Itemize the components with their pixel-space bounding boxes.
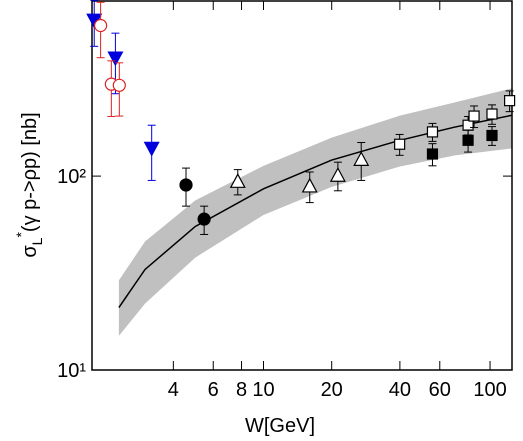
model-curve	[118, 114, 513, 308]
y-label-sup: *	[13, 232, 29, 238]
data-point	[301, 177, 318, 193]
data-point	[107, 51, 124, 67]
data-point	[329, 167, 346, 182]
data-point	[468, 110, 480, 122]
y-label-text: (γ p->ρp) [nb]	[19, 112, 41, 232]
data-point	[394, 138, 406, 150]
data-point	[179, 178, 193, 192]
y-label-symbol: σ	[19, 245, 41, 258]
x-tick-label: 8	[236, 379, 247, 401]
x-tick-label: 20	[321, 379, 343, 401]
data-point	[229, 173, 246, 188]
data-point	[143, 141, 160, 157]
plot-frame	[91, 0, 513, 371]
y-axis-label: σL*(γ p->ρp) [nb]	[13, 112, 45, 257]
x-tick-label: 100	[473, 379, 506, 401]
data-point	[462, 119, 474, 131]
data-point	[486, 108, 498, 120]
x-tick-label: 40	[389, 379, 411, 401]
data-point	[353, 151, 370, 166]
y-tick-label: 10¹	[57, 360, 86, 382]
data-point	[504, 95, 516, 107]
data-point	[112, 78, 126, 92]
x-tick-label: 6	[208, 379, 219, 401]
x-tick-label: 10	[252, 379, 274, 401]
y-tick-label: 10²	[57, 166, 86, 188]
data-point	[197, 212, 211, 226]
data-point	[426, 148, 439, 160]
data-point	[426, 126, 439, 138]
data-point	[462, 134, 474, 146]
y-label-sub: L	[29, 237, 45, 245]
uncertainty-band	[118, 88, 512, 336]
x-tick-label: 4	[168, 379, 179, 401]
x-tick-label: 60	[429, 379, 451, 401]
x-axis-label: W[GeV]	[245, 415, 315, 437]
data-point	[94, 18, 108, 33]
data-point	[486, 129, 498, 142]
